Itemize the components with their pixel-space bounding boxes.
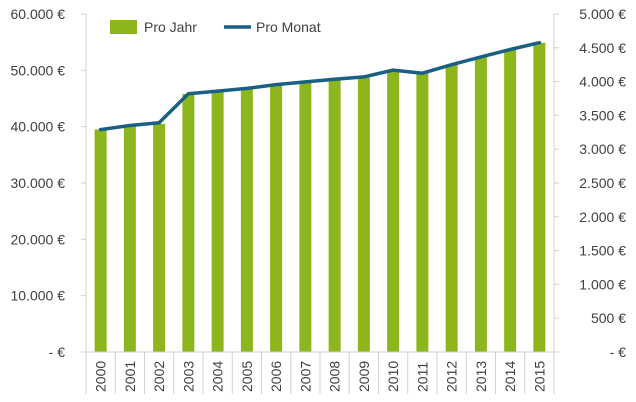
x-tick-label-2001: 2001 — [122, 361, 138, 392]
right-tick-label: 2.500 € — [579, 175, 626, 191]
bar-2000 — [94, 129, 107, 352]
right-tick-label: 500 € — [591, 310, 626, 326]
legend-label-pro-monat: Pro Monat — [256, 19, 321, 35]
right-tick-label: 1.000 € — [579, 276, 626, 292]
x-tick-label-2003: 2003 — [180, 361, 196, 392]
line-pro-monat — [98, 40, 542, 132]
bar-2007 — [299, 82, 312, 352]
x-tick-label-2011: 2011 — [414, 362, 430, 392]
right-tick-label: 4.000 € — [579, 74, 626, 90]
right-tick-label: 3.000 € — [579, 141, 626, 157]
x-tick-label-2015: 2015 — [531, 361, 547, 392]
left-tick-label: 60.000 € — [11, 6, 66, 22]
x-tick-label-2012: 2012 — [444, 361, 460, 392]
legend-label-pro-jahr: Pro Jahr — [144, 19, 197, 35]
legend-swatch-pro-jahr — [110, 20, 137, 34]
bar-2002 — [153, 123, 166, 352]
bar-2015 — [533, 42, 546, 352]
right-tick-label: - € — [610, 344, 627, 360]
x-tick-label-2004: 2004 — [210, 361, 226, 392]
x-tick-label-2009: 2009 — [356, 361, 372, 392]
bar-2006 — [270, 84, 283, 353]
bar-2008 — [328, 79, 341, 352]
right-tick-label: 4.500 € — [579, 40, 626, 56]
legend: Pro Jahr Pro Monat — [110, 19, 321, 35]
bar-2012 — [445, 64, 458, 352]
x-tick-label-2013: 2013 — [473, 361, 489, 392]
x-tick-label-2010: 2010 — [385, 361, 401, 392]
right-tick-label: 2.000 € — [579, 209, 626, 225]
bar-2003 — [182, 93, 195, 352]
x-tick-label-2014: 2014 — [502, 361, 518, 392]
bar-2010 — [387, 70, 400, 352]
left-tick-label: 40.000 € — [11, 119, 66, 135]
bar-2014 — [504, 49, 517, 353]
x-tick-label-2007: 2007 — [297, 361, 313, 392]
left-tick-label: 50.000 € — [11, 62, 66, 78]
x-tick-label-2008: 2008 — [327, 361, 343, 392]
bar-2004 — [211, 90, 224, 353]
right-tick-label: 3.500 € — [579, 107, 626, 123]
line-series — [98, 40, 542, 132]
x-tick-label-2005: 2005 — [239, 361, 255, 392]
bar-2005 — [240, 87, 253, 353]
right-tick-label: 5.000 € — [579, 6, 626, 22]
bar-2011 — [416, 73, 429, 353]
left-tick-label: 20.000 € — [11, 231, 66, 247]
x-axis: 2000 2001 2002 2003 2004 2005 2006 2007 2008 2009… — [85, 351, 555, 394]
x-tick-label-2000: 2000 — [93, 361, 109, 392]
bar-2013 — [474, 56, 487, 353]
right-tick-label: 1.500 € — [579, 243, 626, 259]
right-axis: 5.000 € 4.500 € 4.000 € 3.500 € 3.000 € 2.500… — [553, 6, 627, 360]
bar-2001 — [123, 124, 136, 352]
left-tick-label: 10.000 € — [11, 288, 66, 304]
left-tick-label: 30.000 € — [11, 175, 66, 191]
bar-2009 — [357, 77, 370, 352]
x-tick-label-2002: 2002 — [151, 361, 167, 392]
left-axis: 60.000 € 50.000 € 40.000 € 30.000 € 20.000 €… — [11, 6, 87, 360]
x-tick-label-2006: 2006 — [268, 361, 284, 392]
left-tick-label: - € — [49, 344, 66, 360]
bar-series — [94, 42, 546, 353]
